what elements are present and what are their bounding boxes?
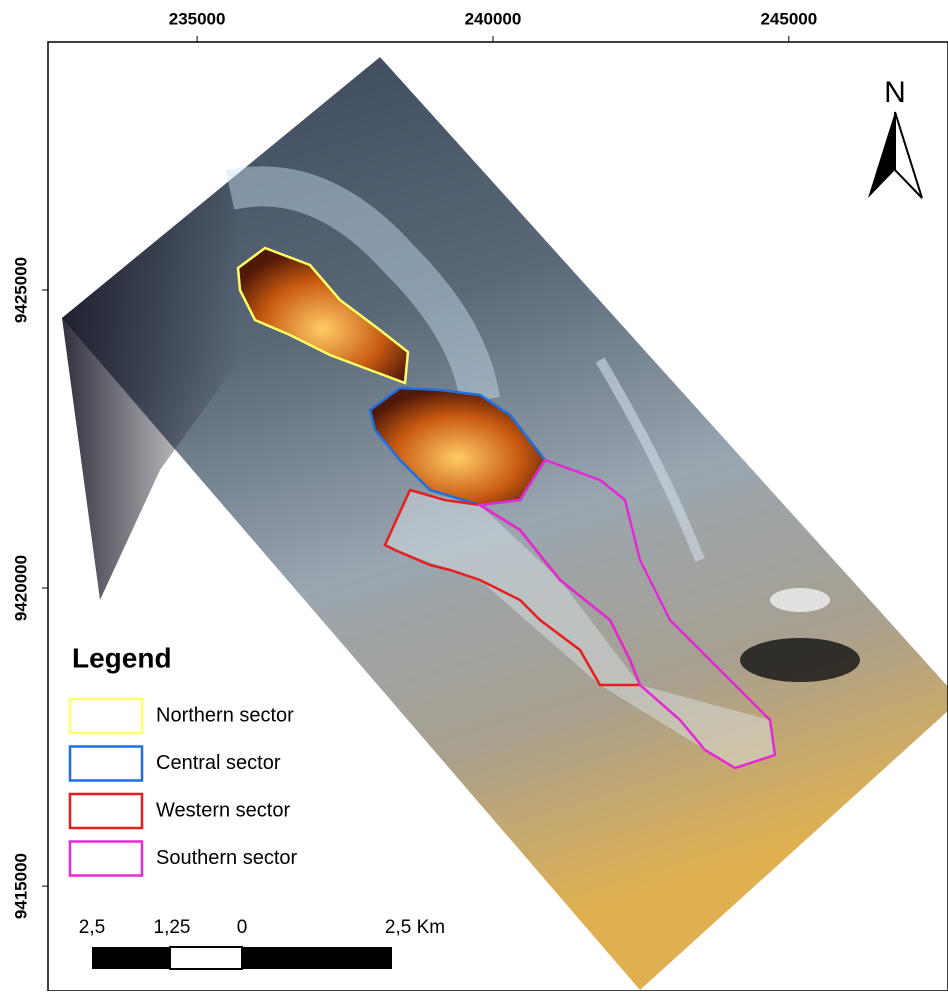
legend-label: Northern sector: [156, 704, 294, 726]
legend-label: Western sector: [156, 799, 290, 821]
x-tick-label: 240000: [465, 9, 522, 28]
y-tick-label: 9425000: [11, 257, 30, 323]
x-tick-label: 235000: [169, 9, 226, 28]
legend-swatch: [68, 840, 144, 877]
legend-swatch: [68, 745, 144, 782]
y-tick-label: 9420000: [11, 555, 30, 621]
legend-title: Legend: [72, 642, 172, 673]
sector-outline: [476, 458, 777, 770]
scale-label: 2,5 Km: [385, 917, 445, 938]
scale-bar: [92, 946, 392, 970]
scale-label: 0: [237, 917, 248, 938]
sector-outline: [236, 246, 410, 385]
north-arrow: N: [868, 76, 923, 199]
north-label: N: [884, 76, 906, 109]
x-tick-label: 245000: [760, 9, 817, 28]
legend-label: Central sector: [156, 752, 281, 774]
satellite-image: [62, 57, 948, 990]
y-tick-label: 9415000: [11, 853, 30, 919]
scale-label: 2,5: [79, 917, 105, 938]
legend-swatch: [68, 792, 144, 830]
legend-swatch: [68, 697, 144, 735]
scale-label: 1,25: [154, 917, 191, 938]
legend-label: Southern sector: [156, 847, 298, 869]
